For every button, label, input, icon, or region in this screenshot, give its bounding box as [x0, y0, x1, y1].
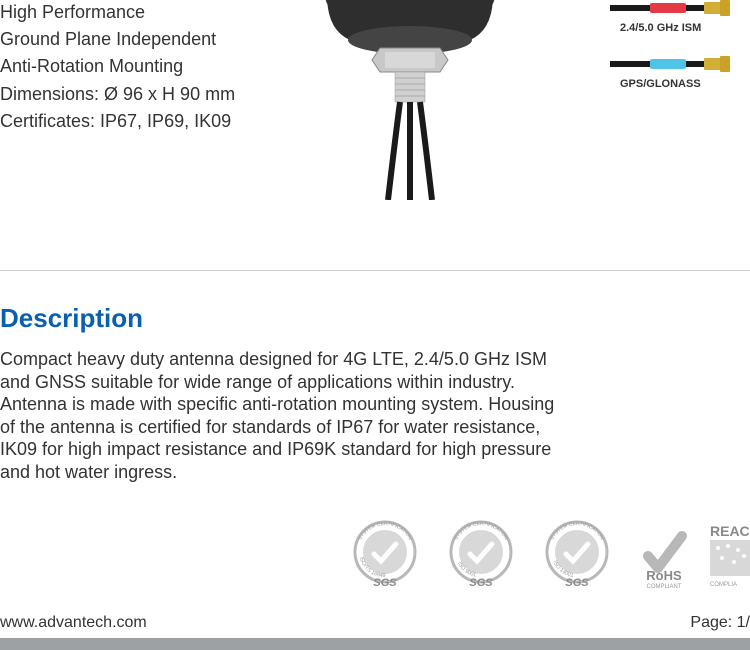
- svg-text:REAC: REAC: [710, 523, 750, 539]
- footer-url: www.advantech.com: [0, 614, 147, 632]
- badge-iso-14001: SGS SYSTEM CERTIFICATION ISO 14001: [536, 518, 618, 590]
- cable-row-gps: [610, 56, 750, 72]
- svg-text:COMPLIANT: COMPLIANT: [646, 584, 681, 590]
- badge-reach: REAC COMPLIA: [710, 518, 750, 590]
- cable-icon: [610, 0, 730, 16]
- footer-bar: [0, 638, 750, 650]
- badge-rohs: RoHS COMPLIANT: [632, 518, 696, 590]
- feature-item: Ground Plane Independent: [0, 27, 235, 52]
- cable-labels: 2.4/5.0 GHz ISM GPS/GLONASS: [610, 0, 750, 90]
- badge-iso-9001: SGS SYSTEM CERTIFICATION ISO 9001: [440, 518, 522, 590]
- description-title: Description: [0, 303, 750, 334]
- cable-label-ism: 2.4/5.0 GHz ISM: [620, 22, 750, 34]
- footer: www.advantech.com Page: 1/: [0, 614, 750, 632]
- svg-text:SGS: SGS: [469, 577, 493, 589]
- svg-text:COMPLIA: COMPLIA: [710, 582, 737, 588]
- feature-item: Anti-Rotation Mounting: [0, 54, 235, 79]
- features-list: High Performance Ground Plane Independen…: [0, 0, 235, 136]
- description-section: Description Compact heavy duty antenna d…: [0, 271, 750, 483]
- cable-row-ism: [610, 0, 750, 16]
- feature-item: Certificates: IP67, IP69, IK09: [0, 109, 235, 134]
- cable-icon: [610, 56, 730, 72]
- badge-iso-16949: SGS SYSTEM CERTIFICATION ISO/TS 16949: [344, 518, 426, 590]
- footer-page: Page: 1/: [690, 614, 750, 632]
- svg-text:SGS: SGS: [565, 577, 589, 589]
- feature-item: Dimensions: Ø 96 x H 90 mm: [0, 82, 235, 107]
- certification-badges: SGS SYSTEM CERTIFICATION ISO/TS 16949 SG…: [344, 518, 750, 590]
- feature-item: High Performance: [0, 0, 235, 25]
- svg-text:RoHS: RoHS: [646, 568, 682, 583]
- cable-label-gps: GPS/GLONASS: [620, 78, 750, 90]
- antenna-product-image: [310, 0, 510, 200]
- description-body: Compact heavy duty antenna designed for …: [0, 348, 560, 483]
